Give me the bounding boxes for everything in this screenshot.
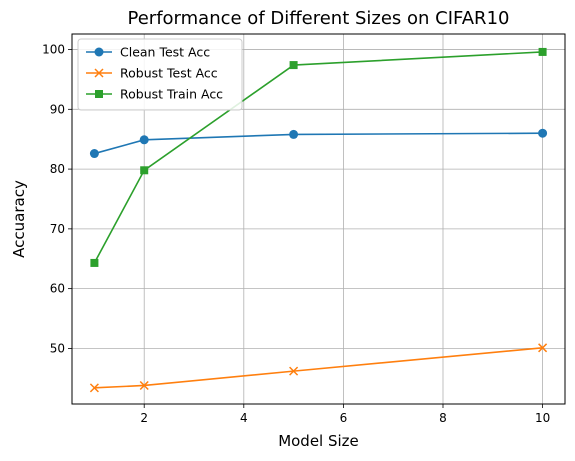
y-tick-label: 50 — [50, 341, 65, 355]
series-1 — [89, 128, 548, 159]
legend-label: Robust Train Acc — [120, 87, 223, 102]
series-layer — [89, 47, 548, 393]
data-point — [538, 47, 547, 56]
x-tick-label: 10 — [535, 411, 550, 425]
legend-entry: Robust Train Acc — [86, 87, 223, 102]
series-line — [93, 51, 543, 264]
y-axis-label: Accuaracy — [10, 180, 28, 258]
y-tick-label: 100 — [42, 43, 65, 57]
data-point — [289, 129, 299, 139]
x-marker-stroke — [538, 343, 548, 353]
data-point — [90, 258, 99, 267]
data-point — [139, 135, 149, 145]
ticks: 2 4 6 8 10 50 60 70 80 90 100 — [42, 43, 550, 425]
legend-entry: Robust Test Acc — [86, 66, 218, 81]
x-axis-label: Model Size — [278, 432, 359, 450]
data-point — [140, 166, 149, 175]
y-tick-label: 80 — [50, 162, 65, 176]
x-tick-label: 4 — [240, 411, 248, 425]
data-point — [139, 380, 149, 391]
data-point — [538, 343, 548, 353]
legend-marker — [94, 68, 104, 78]
x-marker-stroke — [289, 366, 299, 376]
series-line — [94, 347, 543, 389]
x-marker-stroke — [94, 68, 104, 78]
data-point — [89, 383, 99, 393]
data-point — [538, 128, 548, 138]
legend-marker — [94, 47, 104, 57]
x-marker-stroke — [89, 383, 99, 393]
x-tick-label: 6 — [340, 411, 348, 425]
plot-frame — [71, 33, 566, 405]
legend-label: Robust Test Acc — [120, 66, 218, 81]
data-point — [89, 149, 99, 159]
data-point — [289, 61, 298, 70]
data-point — [289, 366, 299, 376]
legend-entry: Clean Test Acc — [86, 45, 210, 60]
legend-box — [77, 38, 243, 111]
x-tick-label: 8 — [439, 411, 447, 425]
chart-title: Performance of Different Sizes on CIFAR1… — [128, 8, 510, 29]
series-3 — [90, 47, 547, 267]
legend-marker — [95, 90, 103, 98]
y-tick-label: 90 — [50, 102, 65, 116]
y-tick-label: 70 — [50, 222, 65, 236]
x-marker-stroke — [139, 380, 149, 391]
series-line — [94, 132, 543, 155]
series-2 — [89, 343, 548, 393]
y-tick-label: 60 — [50, 282, 65, 296]
x-tick-label: 2 — [140, 411, 148, 425]
legend-label: Clean Test Acc — [120, 45, 210, 60]
legend: Clean Test Acc Robust Test Acc Robust Trai… — [77, 38, 243, 111]
